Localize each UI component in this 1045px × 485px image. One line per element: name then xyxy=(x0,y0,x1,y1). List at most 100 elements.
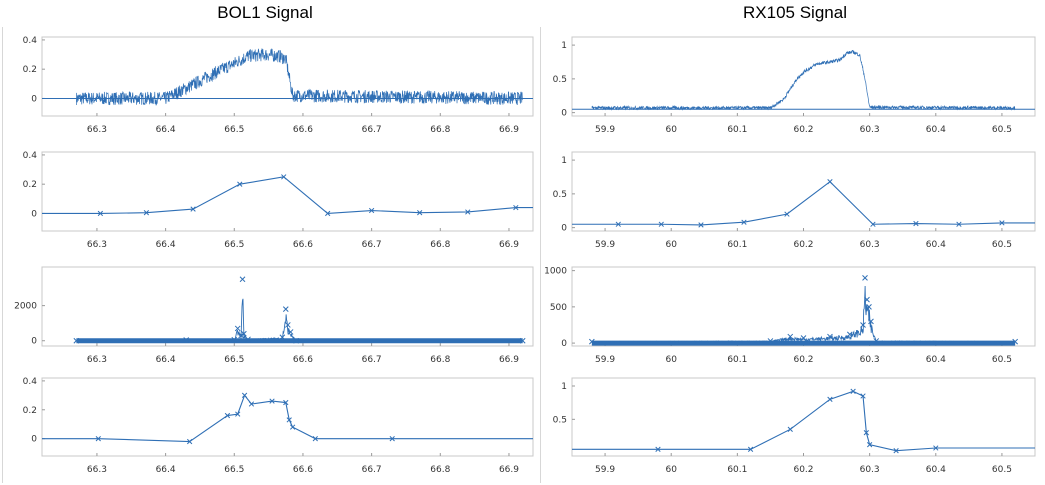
data-point-marker xyxy=(866,304,872,310)
y-tick-label: 0.4 xyxy=(23,36,38,46)
x-tick-label: 60.1 xyxy=(727,465,747,475)
data-point-marker xyxy=(787,426,793,432)
data-point-marker xyxy=(800,335,807,341)
plot-area xyxy=(571,377,1036,457)
x-tick-label: 60.5 xyxy=(992,125,1012,135)
data-point-marker xyxy=(913,220,919,227)
x-tick-label: 60.4 xyxy=(926,355,946,365)
x-tick-label: 66.4 xyxy=(156,125,176,135)
x-tick-label: 66.9 xyxy=(499,240,519,250)
x-tick-label: 66.6 xyxy=(293,240,313,250)
x-tick-label: 59.9 xyxy=(595,125,615,135)
data-point-marker xyxy=(389,436,395,442)
data-point-marker xyxy=(417,210,423,216)
y-tick-label: 0.2 xyxy=(23,180,37,190)
data-point-marker xyxy=(741,219,747,225)
data-point-marker xyxy=(279,334,286,341)
data-point-marker xyxy=(190,206,196,212)
spike-trace xyxy=(591,285,1016,344)
plot-area xyxy=(41,151,534,232)
x-tick-label: 60.3 xyxy=(860,125,880,135)
data-point-marker xyxy=(73,337,80,344)
y-tick-label: 0 xyxy=(561,339,567,349)
x-tick-label: 59.9 xyxy=(595,240,615,250)
data-point-marker xyxy=(588,338,595,345)
series-line xyxy=(42,176,533,215)
plot-area xyxy=(571,151,1036,232)
data-point-marker xyxy=(368,207,375,214)
y-tick-label: 0 xyxy=(561,224,567,234)
plot-area xyxy=(571,266,1036,347)
x-tick-label: 60 xyxy=(665,355,677,365)
x-tick-label: 66.7 xyxy=(362,465,382,475)
x-tick-label: 66.3 xyxy=(87,355,107,365)
data-point-marker xyxy=(286,417,292,423)
chart-panel-rx105-smooth: 59.9 60 60.1 60.2 60.3 60.4 60.5 0 0.5 1 xyxy=(548,147,1038,255)
x-tick-label: 66.3 xyxy=(87,240,107,250)
x-tick-label: 66.8 xyxy=(430,125,450,135)
series-line xyxy=(572,180,1035,226)
data-point-marker xyxy=(698,222,704,228)
x-tick-label: 66.8 xyxy=(430,465,450,475)
data-point-marker xyxy=(870,221,876,227)
y-tick-label: 1 xyxy=(561,382,567,392)
x-tick-label: 60.3 xyxy=(860,355,880,365)
data-point-marker xyxy=(281,174,287,180)
x-tick-label: 66.4 xyxy=(156,465,176,475)
plot-area xyxy=(41,36,534,117)
data-point-marker xyxy=(860,393,866,399)
x-tick-label: 66.4 xyxy=(156,240,176,250)
data-point-marker xyxy=(289,424,296,430)
x-tick-label: 66.7 xyxy=(362,240,382,250)
chart-svg-bol1-peaks: 66.3 66.4 66.5 66.6 66.7 66.8 66.9 0 0.2 0.4 xyxy=(23,377,534,475)
data-point-marker xyxy=(519,337,526,344)
data-point-marker xyxy=(827,396,833,402)
chart-svg-bol1-raw: 66.3 66.4 66.5 66.6 66.7 66.8 66.9 0 0.2 0.4 xyxy=(23,36,534,135)
data-point-marker xyxy=(658,221,664,227)
x-tick-label: 60.4 xyxy=(926,465,946,475)
x-tick-label: 66.7 xyxy=(362,355,382,365)
chart-svg-bol1-smooth: 66.3 66.4 66.5 66.6 66.7 66.8 66.9 0 0.2 0.4 xyxy=(23,151,534,250)
y-tick-label: 1 xyxy=(561,41,567,51)
y-tick-label: 0.2 xyxy=(23,65,37,75)
y-tick-label: 0.4 xyxy=(23,377,38,387)
data-point-marker xyxy=(784,211,790,217)
x-tick-label: 60.1 xyxy=(727,125,747,135)
data-point-marker xyxy=(465,209,471,215)
data-point-marker xyxy=(864,296,870,303)
x-tick-label: 60.5 xyxy=(992,355,1012,365)
data-point-marker xyxy=(655,446,661,452)
data-point-marker xyxy=(846,331,853,338)
chart-svg-bol1-spikes: 66.3 66.4 66.5 66.6 66.7 66.8 66.9 0 2000 xyxy=(14,266,534,365)
data-point-marker xyxy=(868,318,874,325)
chart-panel-bol1-raw: 66.3 66.4 66.5 66.6 66.7 66.8 66.9 0 0.2 0.4 xyxy=(6,32,534,140)
data-point-marker xyxy=(248,401,255,407)
x-tick-label: 66.8 xyxy=(430,355,450,365)
x-tick-label: 60.2 xyxy=(793,465,813,475)
x-tick-label: 66.5 xyxy=(224,465,244,475)
data-point-marker xyxy=(287,329,294,335)
y-tick-label: 0 xyxy=(561,109,567,119)
x-tick-label: 59.9 xyxy=(595,465,615,475)
y-tick-label: 0.4 xyxy=(23,151,38,161)
y-tick-label: 1000 xyxy=(544,267,567,277)
chart-panel-rx105-peaks: 59.9 60 60.1 60.2 60.3 60.4 60.5 0.5 1 xyxy=(548,373,1038,481)
plot-area xyxy=(571,36,1036,117)
chart-svg-rx105-smooth: 59.9 60 60.1 60.2 60.3 60.4 60.5 0 0.5 1 xyxy=(553,151,1036,250)
series-line xyxy=(572,390,1035,452)
data-point-marker xyxy=(1012,338,1019,345)
right-figure-title: RX105 Signal xyxy=(743,3,847,22)
column-divider xyxy=(540,27,541,483)
chart-panel-bol1-peaks: 66.3 66.4 66.5 66.6 66.7 66.8 66.9 0 0.2 0.4 xyxy=(6,373,534,481)
y-tick-label: 0 xyxy=(31,94,37,104)
x-tick-label: 66.4 xyxy=(156,355,176,365)
x-tick-label: 60.1 xyxy=(727,355,747,365)
data-point-marker xyxy=(873,338,880,344)
x-tick-label: 66.9 xyxy=(499,355,519,365)
data-point-marker xyxy=(95,436,101,442)
data-point-marker xyxy=(269,398,275,404)
data-point-marker xyxy=(241,392,248,398)
left-figure-title: BOL1 Signal xyxy=(217,3,313,22)
data-point-marker xyxy=(827,179,833,185)
data-point-marker xyxy=(238,332,245,339)
